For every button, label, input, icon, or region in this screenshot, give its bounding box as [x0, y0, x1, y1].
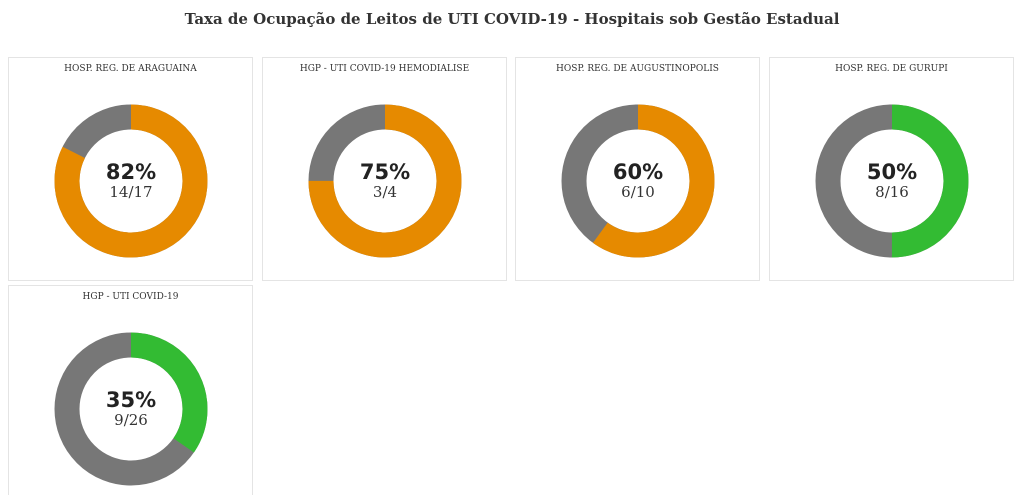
donut-svg [561, 104, 715, 258]
card-title: HGP - UTI COVID-19 [82, 292, 179, 302]
occupancy-percent: 82% [105, 160, 157, 184]
occupancy-percent: 60% [612, 160, 664, 184]
occupancy-percent: 35% [105, 388, 157, 412]
hospital-card-hgp-hemodialise: HGP - UTI COVID-19 HEMODIALISE 75% 3/4 [262, 57, 507, 281]
donut-center: 75% 3/4 [308, 104, 462, 258]
hospital-card-hgp-uti: HGP - UTI COVID-19 35% 9/26 [8, 285, 253, 495]
donut-svg [308, 104, 462, 258]
donut-chart [54, 332, 208, 486]
donut-svg [54, 332, 208, 486]
occupancy-percent: 75% [359, 160, 411, 184]
donut-chart [815, 104, 969, 258]
hospital-card-gurupi: HOSP. REG. DE GURUPI 50% 8/16 [769, 57, 1014, 281]
donut-center: 35% 9/26 [54, 332, 208, 486]
donut-chart [308, 104, 462, 258]
occupancy-fraction: 6/10 [621, 183, 655, 201]
card-title: HOSP. REG. DE AUGUSTINOPOLIS [556, 64, 719, 74]
card-title: HOSP. REG. DE GURUPI [835, 64, 948, 74]
occupancy-fraction: 14/17 [109, 183, 153, 201]
donut-chart [54, 104, 208, 258]
donut-svg [815, 104, 969, 258]
donut-chart [561, 104, 715, 258]
donut-occupied-segment [54, 332, 208, 486]
occupancy-percent: 50% [866, 160, 918, 184]
donut-occupied-segment [54, 104, 208, 258]
hospital-card-araguaina: HOSP. REG. DE ARAGUAINA 82% 14/17 [8, 57, 253, 281]
hospital-card-augustinopolis: HOSP. REG. DE AUGUSTINOPOLIS 60% 6/10 [515, 57, 760, 281]
donut-center: 82% 14/17 [54, 104, 208, 258]
donut-occupied-segment [308, 104, 462, 258]
occupancy-fraction: 9/26 [114, 411, 148, 429]
occupancy-fraction: 8/16 [875, 183, 909, 201]
donut-occupied-segment [815, 104, 969, 258]
donut-center: 50% 8/16 [815, 104, 969, 258]
card-title: HOSP. REG. DE ARAGUAINA [64, 64, 197, 74]
occupancy-fraction: 3/4 [372, 183, 398, 201]
donut-occupied-segment [561, 104, 715, 258]
page-title: Taxa de Ocupação de Leitos de UTI COVID-… [184, 10, 840, 28]
donut-center: 60% 6/10 [561, 104, 715, 258]
card-title: HGP - UTI COVID-19 HEMODIALISE [299, 64, 470, 74]
donut-svg [54, 104, 208, 258]
